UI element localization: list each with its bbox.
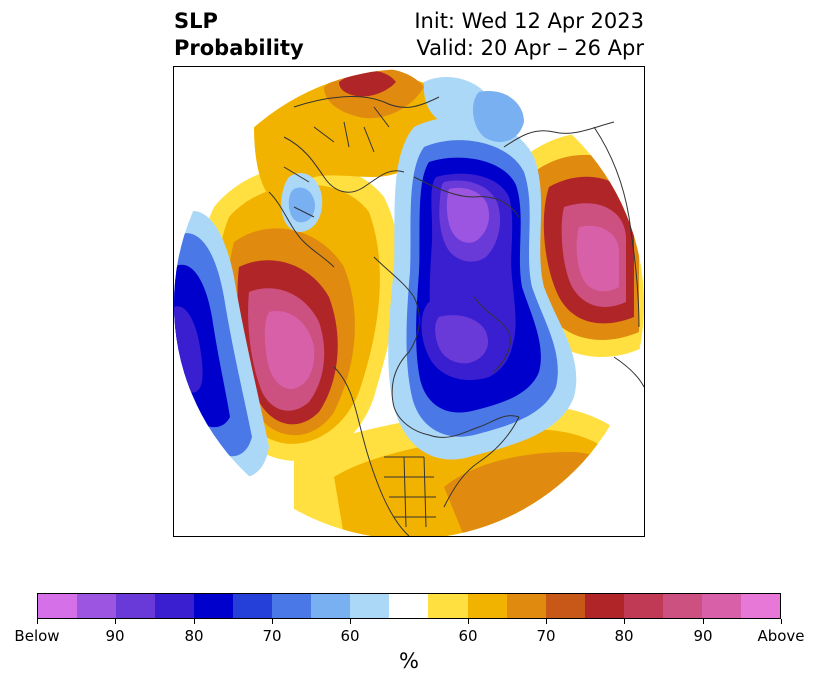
colorbar-tick-label: 60	[458, 627, 478, 645]
colorbar-tick	[546, 619, 547, 624]
forecast-info: Init: Wed 12 Apr 2023 Valid: 20 Apr – 26…	[414, 8, 644, 62]
colorbar-unit: %	[399, 649, 419, 673]
colorbar-swatch	[545, 594, 585, 618]
coastline-kara	[413, 176, 520, 218]
colorbar-tick	[781, 619, 782, 624]
colorbar-swatch	[428, 594, 468, 618]
map-svg	[174, 69, 644, 536]
coastline-med	[283, 136, 405, 193]
colorbar-swatch	[506, 594, 546, 618]
coastline-na-west	[333, 366, 410, 536]
colorbar-swatch	[272, 594, 312, 618]
colorbar-tick-label: Above	[757, 627, 805, 645]
colorbar-swatch	[389, 594, 429, 618]
valid-range: Valid: 20 Apr – 26 Apr	[416, 36, 644, 60]
colorbar-tick	[115, 619, 116, 624]
colorbar	[37, 593, 781, 619]
colorbar-tick-label: 80	[184, 627, 204, 645]
coastline-hudson	[428, 415, 520, 438]
colorbar-swatch	[584, 594, 624, 618]
colorbar-swatch	[38, 594, 78, 618]
colorbar-swatch	[740, 594, 780, 618]
colorbar-tick	[37, 619, 38, 624]
colorbar-tick	[350, 619, 351, 624]
colorbar-swatch	[350, 594, 390, 618]
coastline-siberia-west	[373, 256, 420, 353]
colorbar-tick-label: 70	[536, 627, 556, 645]
colorbar-swatch	[311, 594, 351, 618]
colorbar-tick	[624, 619, 625, 624]
borders-europe	[313, 106, 390, 153]
above-region-siberia	[511, 133, 644, 357]
colorbar-swatch	[194, 594, 234, 618]
colorbar-swatch	[662, 594, 702, 618]
coastline-asia-east	[593, 126, 640, 328]
colorbar-tick	[272, 619, 273, 624]
colorbar-tick	[703, 619, 704, 624]
borders-middle-east	[283, 166, 315, 218]
title-line-2: Probability	[174, 36, 304, 60]
colorbar-swatch	[467, 594, 507, 618]
colorbar-tick-label: 60	[340, 627, 360, 645]
map-boundaries	[268, 96, 644, 536]
colorbar-swatch	[233, 594, 273, 618]
below-region-small	[281, 77, 524, 232]
colorbar-swatch	[701, 594, 741, 618]
coastline-alaska	[391, 351, 430, 436]
probability-fields	[174, 69, 644, 536]
colorbar-tick	[194, 619, 195, 624]
coastline-japan	[613, 356, 644, 388]
colorbar-tick	[468, 619, 469, 624]
colorbar-swatch	[155, 594, 195, 618]
coastline-greenland	[473, 296, 511, 373]
colorbar-swatch	[77, 594, 117, 618]
colorbar-tick-label: 70	[262, 627, 282, 645]
init-date: Init: Wed 12 Apr 2023	[414, 9, 644, 33]
probability-map	[173, 66, 645, 537]
coastline-arabia	[268, 191, 335, 268]
borders-us-states	[384, 456, 436, 528]
colorbar-tick-label: 90	[105, 627, 125, 645]
coastline-na-east	[443, 416, 520, 508]
coastline-asia-north	[503, 121, 615, 148]
colorbar-swatch	[116, 594, 156, 618]
chart-title: SLP Probability	[174, 8, 304, 62]
colorbar-swatch	[623, 594, 663, 618]
colorbar-tick-label: 80	[614, 627, 634, 645]
coastline-europe	[293, 96, 440, 108]
colorbar-tick-label: Below	[14, 627, 60, 645]
title-line-1: SLP	[174, 9, 218, 33]
colorbar-tick-label: 90	[693, 627, 713, 645]
